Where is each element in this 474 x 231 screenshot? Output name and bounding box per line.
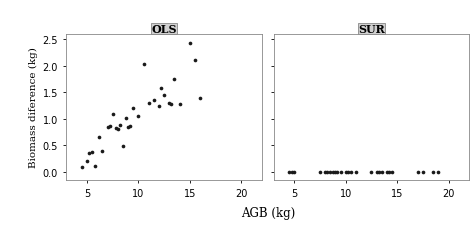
Point [114, 128, 122, 132]
Point [112, 126, 119, 130]
Point [191, 59, 199, 63]
Point [78, 165, 86, 169]
Point [316, 170, 324, 174]
Point [95, 136, 103, 140]
Point [85, 152, 93, 155]
Point [368, 170, 375, 174]
Point [352, 170, 360, 174]
Point [329, 170, 337, 174]
Point [99, 149, 106, 153]
Point [150, 99, 158, 103]
Point [383, 170, 391, 174]
Point [88, 150, 96, 154]
Point [291, 170, 298, 174]
Point [106, 125, 113, 129]
Point [373, 170, 381, 174]
Point [429, 170, 437, 174]
Point [129, 107, 137, 111]
Point [186, 42, 194, 46]
Point [419, 170, 427, 174]
Point [160, 94, 168, 97]
Point [171, 78, 178, 82]
Point [83, 160, 91, 164]
Point [332, 170, 339, 174]
Point [321, 170, 329, 174]
Point [388, 170, 396, 174]
Point [104, 125, 111, 129]
Point [127, 124, 134, 128]
Point [124, 125, 132, 129]
Text: OLS: OLS [151, 24, 177, 35]
Point [116, 124, 124, 128]
Point [157, 87, 165, 91]
Point [168, 103, 175, 106]
Y-axis label: Biomass diference (kg): Biomass diference (kg) [29, 47, 38, 168]
Point [288, 170, 296, 174]
Point [378, 170, 385, 174]
Point [385, 170, 393, 174]
Point [337, 170, 345, 174]
Point [375, 170, 383, 174]
Point [145, 102, 153, 105]
Point [176, 103, 183, 107]
Point [109, 112, 117, 116]
Point [119, 145, 127, 149]
Point [435, 170, 442, 174]
Text: AGB (kg): AGB (kg) [241, 207, 295, 219]
Text: SUR: SUR [358, 24, 385, 35]
Point [122, 116, 130, 120]
Point [91, 164, 99, 168]
Point [323, 170, 331, 174]
Point [135, 115, 142, 119]
Point [334, 170, 341, 174]
Point [140, 62, 147, 66]
Point [347, 170, 355, 174]
Point [327, 170, 334, 174]
Point [342, 170, 349, 174]
Point [165, 102, 173, 105]
Point [344, 170, 352, 174]
Point [196, 96, 204, 100]
Point [155, 104, 163, 108]
Point [285, 170, 293, 174]
Point [414, 170, 421, 174]
